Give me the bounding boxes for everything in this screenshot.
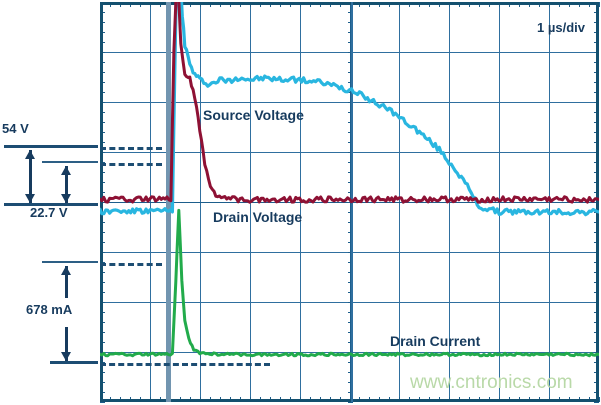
voltage-upper-label: 54 V <box>2 121 29 136</box>
center-axis-tick <box>348 262 353 263</box>
arrow-head-up <box>61 166 71 175</box>
center-axis-tick <box>348 12 353 13</box>
center-axis-tick <box>348 312 353 313</box>
center-axis-tick <box>348 32 353 33</box>
center-axis-tick <box>348 162 353 163</box>
dash-22v <box>100 163 162 166</box>
arrow-head-up <box>25 150 35 159</box>
center-axis-tick <box>348 222 353 223</box>
waveform-canvas <box>100 2 599 358</box>
arrow-head-up <box>61 266 71 275</box>
axis-tick <box>599 2 600 7</box>
voltage-baseline-rule <box>4 203 98 206</box>
center-axis-tick <box>348 242 353 243</box>
trigger-cursor[interactable] <box>166 2 171 402</box>
center-axis-tick <box>348 392 353 393</box>
arrow-shaft <box>65 327 68 361</box>
arrow-head-down <box>61 194 71 203</box>
center-axis-tick <box>348 172 353 173</box>
center-axis-tick <box>348 142 353 143</box>
current-upper-rule <box>42 261 98 263</box>
voltage-lower-label: 22.7 V <box>30 205 68 220</box>
site-watermark: www.cntronics.com <box>410 372 573 393</box>
center-axis-tick <box>348 52 353 53</box>
measurement-annotations: 54 V 22.7 V 678 mA <box>0 0 100 405</box>
center-axis-tick <box>348 82 353 83</box>
dash-678-hi <box>100 263 162 266</box>
dash-54v <box>100 147 162 150</box>
current-upper-arrow <box>61 266 72 298</box>
axis-tick <box>100 402 105 403</box>
drain-voltage-label: Drain Voltage <box>213 209 303 225</box>
trace-drain-current <box>100 208 599 358</box>
voltage-lower-arrow <box>61 166 72 203</box>
center-axis-tick <box>348 232 353 233</box>
center-axis-tick <box>348 292 353 293</box>
axis-tick <box>599 397 600 402</box>
arrow-shaft <box>65 166 68 203</box>
center-axis-tick <box>348 362 353 363</box>
current-label: 678 mA <box>26 302 73 317</box>
center-axis-tick <box>348 302 353 303</box>
center-axis-tick <box>348 72 353 73</box>
current-baseline-rule <box>50 361 98 364</box>
center-axis-tick <box>348 342 353 343</box>
center-axis-tick <box>348 22 353 23</box>
center-axis-tick <box>348 152 353 153</box>
voltage-lower-rule <box>42 161 98 163</box>
center-axis-tick <box>348 62 353 63</box>
current-lower-arrow <box>61 327 72 361</box>
center-axis-tick <box>348 42 353 43</box>
arrow-shaft <box>29 150 32 203</box>
center-axis-tick <box>348 122 353 123</box>
center-axis-tick <box>348 322 353 323</box>
center-axis-tick <box>348 282 353 283</box>
axis-tick <box>594 402 599 403</box>
voltage-upper-rule <box>4 145 98 148</box>
center-axis-tick <box>348 372 353 373</box>
center-axis-tick <box>348 132 353 133</box>
trace-drain-voltage <box>100 2 599 204</box>
center-axis-tick <box>348 92 353 93</box>
center-axis-tick <box>348 182 353 183</box>
source-voltage-label: Source Voltage <box>203 107 304 123</box>
arrow-head-down <box>61 352 71 361</box>
center-axis-tick <box>348 332 353 333</box>
center-axis-tick <box>348 252 353 253</box>
timebase-label: 1 µs/div <box>537 20 585 35</box>
dash-678-lo <box>100 363 270 366</box>
center-axis-tick <box>348 402 353 403</box>
arrow-shaft <box>65 266 68 298</box>
scope-plot-area: 1 µs/div Source Voltage Drain Voltage Dr… <box>100 2 600 403</box>
center-axis-tick <box>348 212 353 213</box>
drain-current-label: Drain Current <box>390 333 481 349</box>
trace-source-voltage <box>100 2 599 217</box>
center-axis-tick <box>348 102 353 103</box>
arrow-head-down <box>25 194 35 203</box>
voltage-upper-arrow <box>25 150 36 203</box>
center-axis-tick <box>348 272 353 273</box>
center-axis-tick <box>348 382 353 383</box>
center-axis-tick <box>348 112 353 113</box>
center-axis-tick <box>348 192 353 193</box>
